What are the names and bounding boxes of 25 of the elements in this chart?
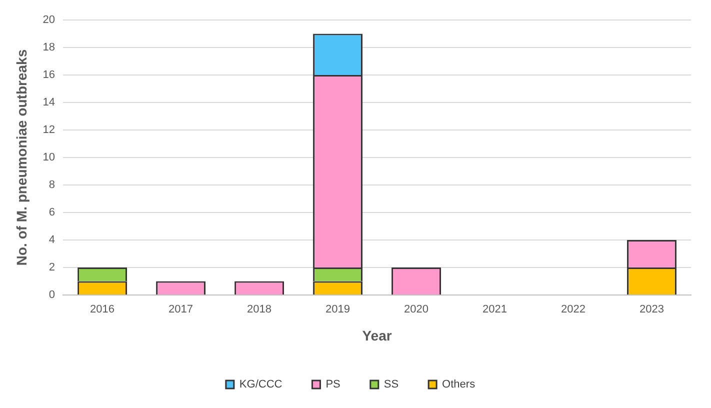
legend-label: SS <box>384 378 399 391</box>
legend-label: PS <box>326 378 340 391</box>
y-tick-label: 8 <box>48 179 56 192</box>
y-tick-label: 20 <box>42 14 56 26</box>
y-tick-label: 18 <box>42 42 56 54</box>
y-tick-label: 0 <box>48 289 56 302</box>
x-tick-label: 2018 <box>247 304 272 316</box>
y-tick-label: 4 <box>48 234 56 246</box>
x-axis-title: Year <box>362 327 392 344</box>
legend-label: Others <box>442 378 476 391</box>
x-tick-label: 2021 <box>482 304 508 316</box>
y-tick-label: 16 <box>42 69 56 82</box>
legend-label: KG/CCC <box>239 378 282 391</box>
y-tick-label: 2 <box>48 262 56 274</box>
y-axis-title: No. of M. pneumoniae outbreaks <box>13 49 30 266</box>
x-tick-label: 2019 <box>326 304 350 316</box>
y-tick-label: 14 <box>42 96 56 109</box>
x-tick-label: 2022 <box>561 304 586 316</box>
x-tick-label: 2016 <box>90 304 115 316</box>
x-tick-label: 2017 <box>168 304 194 316</box>
x-tick-label: 2023 <box>640 304 664 316</box>
y-tick-label: 12 <box>42 124 56 136</box>
y-tick-label: 6 <box>48 206 56 219</box>
y-tick-label: 10 <box>42 152 56 164</box>
x-tick-label: 2020 <box>404 304 429 316</box>
